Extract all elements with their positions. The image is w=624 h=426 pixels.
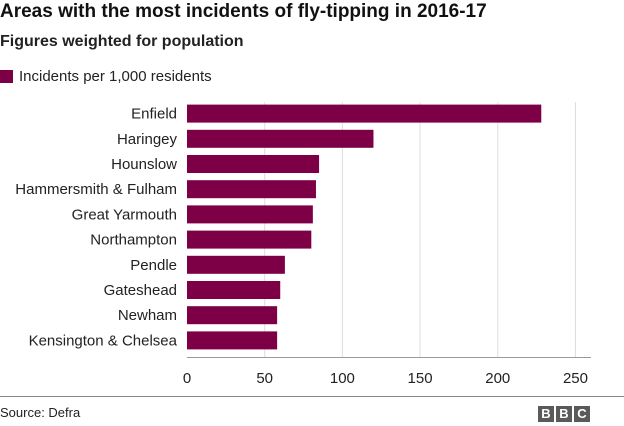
category-label: Gateshead — [104, 282, 177, 299]
category-label: Haringey — [117, 131, 178, 148]
legend: Incidents per 1,000 residents — [0, 66, 212, 86]
category-label: Great Yarmouth — [72, 206, 177, 223]
legend-swatch — [0, 69, 13, 83]
x-tick-label: 150 — [408, 370, 433, 387]
category-label: Pendle — [130, 257, 177, 274]
category-label: Enfield — [131, 106, 177, 123]
source-note: Source: Defra — [0, 405, 81, 420]
bar — [187, 104, 542, 123]
legend-label: Incidents per 1,000 residents — [19, 67, 212, 85]
bar — [187, 255, 285, 274]
bbc-logo-letter: C — [574, 406, 590, 422]
x-tick-label: 0 — [183, 370, 191, 387]
bar — [187, 230, 312, 249]
bar — [187, 306, 278, 325]
source-divider — [0, 396, 624, 397]
bar — [187, 205, 313, 224]
category-label: Hounslow — [111, 156, 177, 173]
x-tick-label: 250 — [563, 370, 588, 387]
bbc-logo-letter: B — [538, 406, 554, 422]
bar — [187, 129, 374, 148]
x-tick-label: 50 — [256, 370, 273, 387]
x-tick-label: 100 — [330, 370, 355, 387]
bar — [187, 180, 316, 199]
bar — [187, 281, 281, 299]
chart-title: Areas with the most incidents of fly-tip… — [0, 1, 487, 22]
bar — [187, 331, 278, 350]
category-label: Hammersmith & Fulham — [15, 181, 177, 198]
bar — [187, 155, 320, 173]
category-label: Newham — [118, 307, 177, 324]
category-label: Kensington & Chelsea — [29, 332, 178, 349]
bar-chart: 0 50 100 150 200 250 Enfield Haringey Hounslow Ha… — [15, 102, 591, 387]
chart-subtitle: Figures weighted for population — [0, 33, 244, 50]
bbc-logo-letter: B — [556, 406, 572, 422]
category-label: Northampton — [90, 232, 177, 249]
bbc-logo: B B C — [538, 406, 590, 422]
x-tick-label: 200 — [485, 370, 510, 387]
